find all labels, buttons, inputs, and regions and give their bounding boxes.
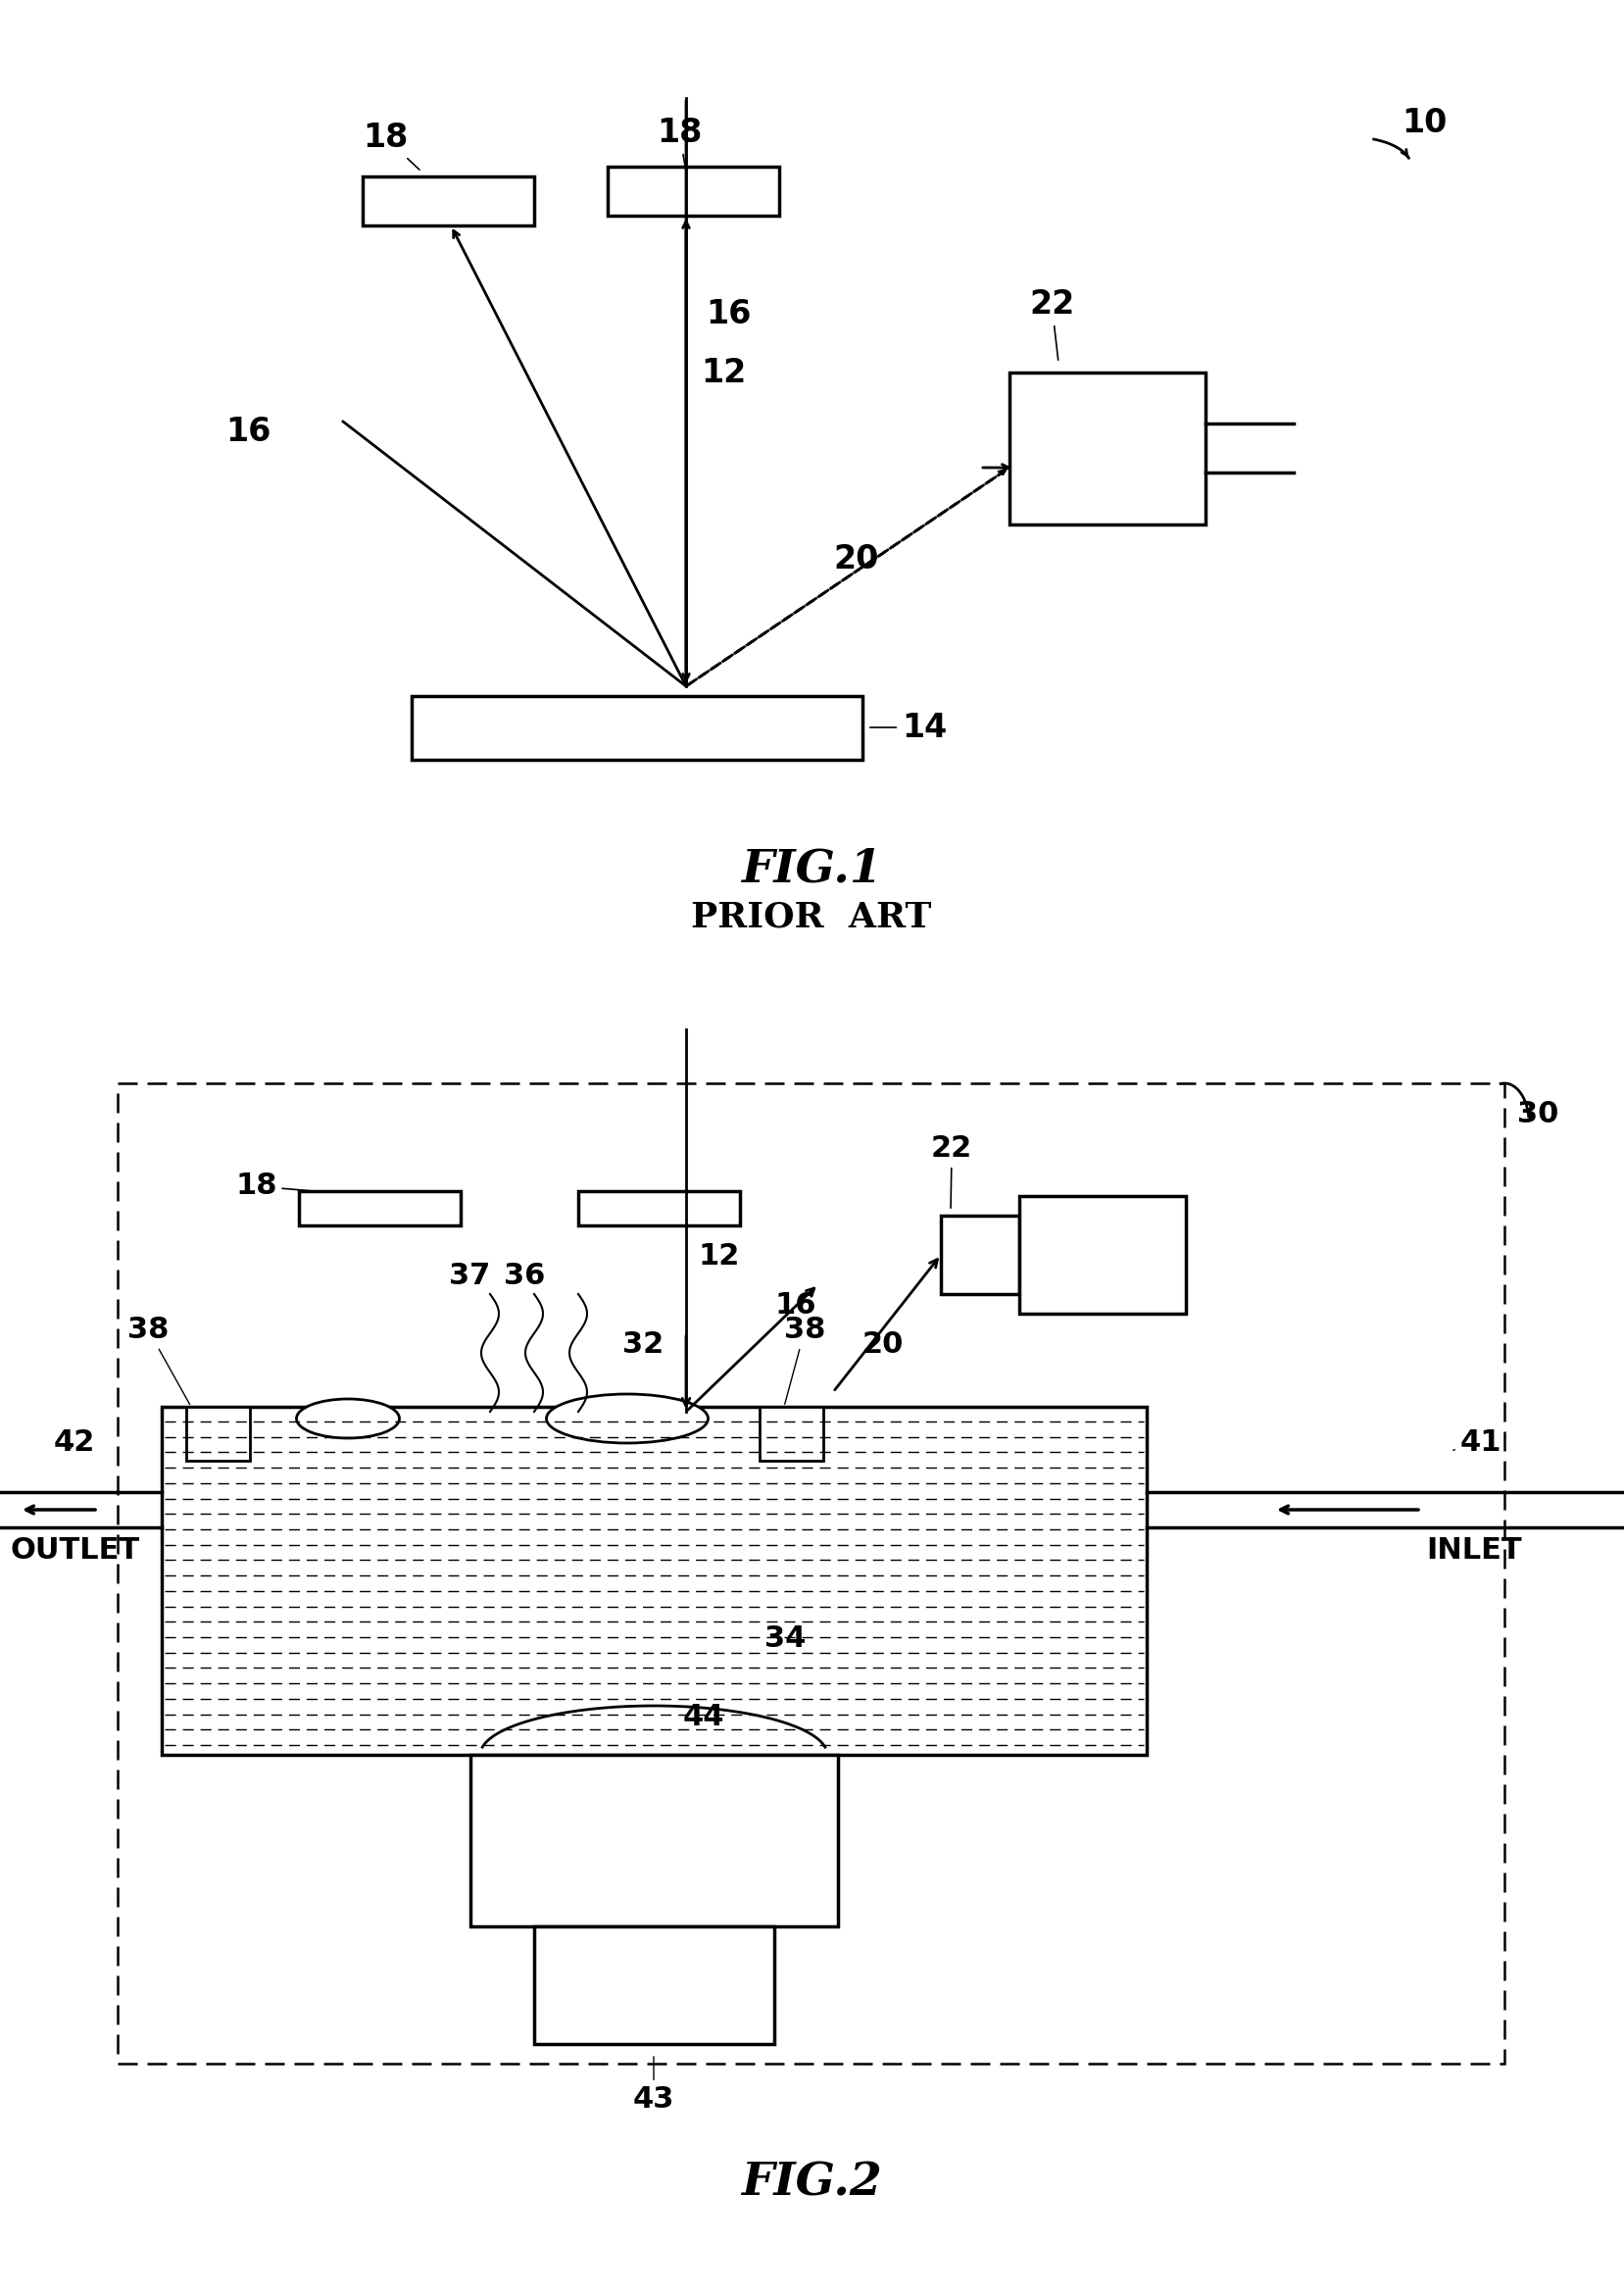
Text: 42: 42 bbox=[54, 1429, 96, 1457]
Bar bbox=[760, 1406, 823, 1461]
Text: 14: 14 bbox=[870, 711, 947, 743]
Bar bbox=[1020, 1195, 1186, 1314]
Text: 16: 16 bbox=[706, 298, 752, 330]
Text: 12: 12 bbox=[702, 358, 745, 390]
Text: 10: 10 bbox=[1402, 108, 1447, 140]
Text: 34: 34 bbox=[765, 1624, 806, 1654]
Text: 36: 36 bbox=[503, 1262, 546, 1289]
Bar bbox=[187, 1406, 250, 1461]
Text: 16: 16 bbox=[775, 1292, 815, 1319]
Text: 18: 18 bbox=[235, 1172, 310, 1200]
Bar bbox=[117, 1083, 1504, 2065]
Text: 30: 30 bbox=[1517, 1099, 1559, 1129]
Text: 43: 43 bbox=[633, 2055, 674, 2113]
Text: 41: 41 bbox=[1453, 1429, 1502, 1457]
Text: OUTLET: OUTLET bbox=[10, 1537, 140, 1565]
Bar bbox=[471, 1755, 838, 1927]
Bar bbox=[299, 1191, 461, 1225]
Bar bbox=[940, 1216, 1020, 1294]
Text: 20: 20 bbox=[833, 544, 879, 576]
Bar bbox=[362, 177, 534, 225]
Text: 22: 22 bbox=[931, 1133, 973, 1209]
Text: 37: 37 bbox=[448, 1262, 490, 1289]
Text: 20: 20 bbox=[862, 1331, 905, 1358]
Text: FIG.2: FIG.2 bbox=[741, 2161, 882, 2207]
Bar bbox=[162, 1406, 1147, 1755]
Text: PRIOR  ART: PRIOR ART bbox=[692, 899, 932, 934]
Bar bbox=[578, 1191, 741, 1225]
Text: 18: 18 bbox=[656, 117, 702, 170]
Ellipse shape bbox=[297, 1399, 400, 1438]
Bar bbox=[411, 695, 862, 759]
Bar bbox=[607, 167, 780, 216]
Text: 16: 16 bbox=[226, 415, 271, 447]
Text: INLET: INLET bbox=[1426, 1537, 1522, 1565]
Text: 32: 32 bbox=[622, 1331, 664, 1358]
Text: FIG.1: FIG.1 bbox=[741, 846, 882, 892]
Text: 12: 12 bbox=[698, 1241, 739, 1271]
Text: 22: 22 bbox=[1030, 289, 1075, 360]
Text: 18: 18 bbox=[362, 122, 419, 170]
Ellipse shape bbox=[546, 1395, 708, 1443]
Text: 44: 44 bbox=[684, 1702, 724, 1732]
Bar bbox=[534, 1927, 775, 2044]
Bar bbox=[1010, 372, 1205, 525]
Text: 38: 38 bbox=[784, 1317, 825, 1404]
Text: 38: 38 bbox=[127, 1317, 190, 1404]
